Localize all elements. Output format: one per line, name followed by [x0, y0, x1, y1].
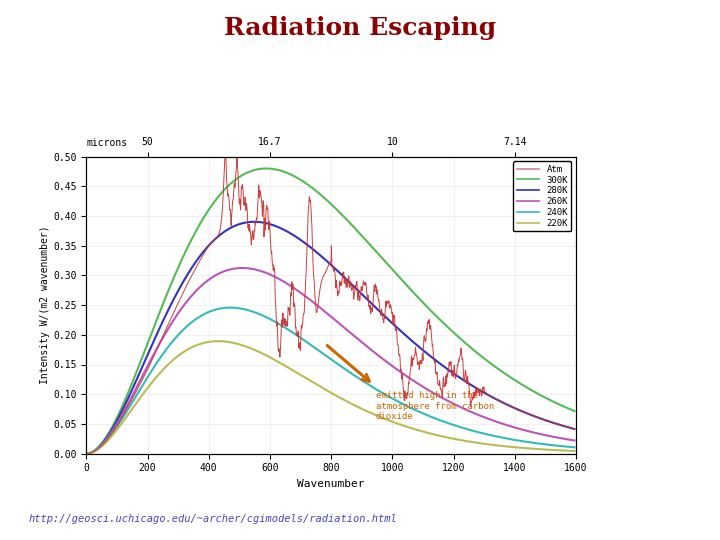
Text: Radiation Escaping: Radiation Escaping	[224, 16, 496, 40]
Y-axis label: Intensity W/(m2 wavenumber): Intensity W/(m2 wavenumber)	[40, 226, 50, 384]
Text: http://geosci.uchicago.edu/~archer/cgimodels/radiation.html: http://geosci.uchicago.edu/~archer/cgimo…	[29, 514, 397, 524]
Text: microns: microns	[86, 138, 127, 148]
X-axis label: Wavenumber: Wavenumber	[297, 479, 365, 489]
Legend: Atm, 300K, 280K, 260K, 240K, 220K: Atm, 300K, 280K, 260K, 240K, 220K	[513, 161, 572, 231]
Text: emitted high in the
atmosphere from carbon
dioxide: emitted high in the atmosphere from carb…	[376, 391, 494, 421]
